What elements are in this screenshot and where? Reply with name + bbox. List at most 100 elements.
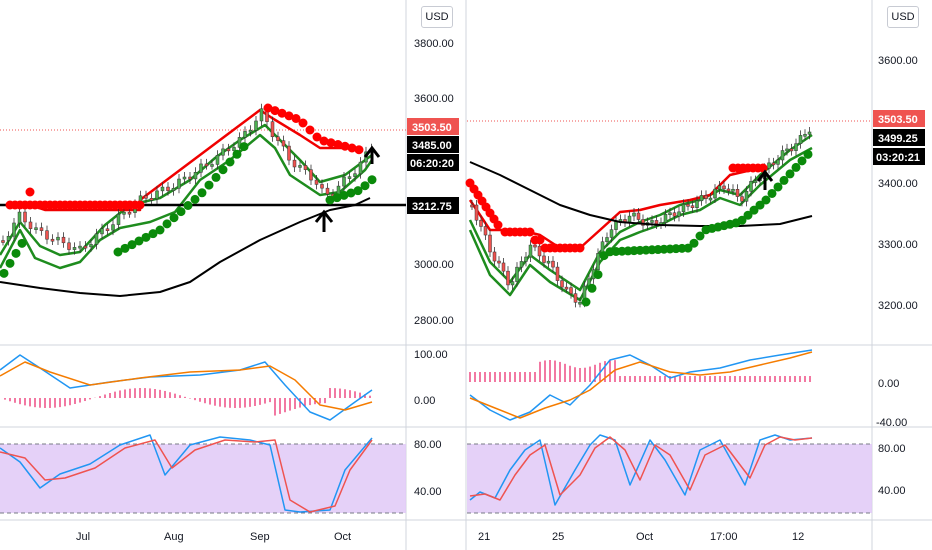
left-candle [78, 245, 82, 249]
left-trail-dot-down [312, 132, 322, 142]
left-candle [127, 211, 132, 215]
right-trail-dot-up [773, 182, 783, 192]
right-candle [641, 219, 645, 226]
left-trail-dot-up [346, 188, 356, 198]
right-candle [537, 245, 542, 257]
left-trail-dot-up [225, 157, 235, 167]
right-trail-dot-up [779, 175, 789, 185]
right-candle [533, 244, 537, 248]
left-candle [210, 164, 214, 167]
right-candle [744, 190, 749, 202]
left-trail-dot-up [127, 240, 137, 250]
left-trail-dot-up [332, 193, 342, 203]
left-time-label: Oct [334, 531, 351, 543]
left-trail-dot-down [326, 138, 336, 148]
left-trail-dot-down [298, 118, 308, 128]
left-countdown-tag: 06:20:20 [407, 154, 459, 171]
left-trail-dot-up [113, 247, 123, 257]
right-price-tick: 3300.00 [878, 239, 918, 251]
right-trail-dot-up [749, 205, 759, 215]
left-trail-dot-up [183, 201, 193, 210]
right-candle [596, 253, 600, 271]
right-candle [771, 162, 776, 166]
right-candle [740, 196, 744, 202]
right-time-label: 21 [478, 531, 490, 543]
right-candle [789, 148, 794, 152]
right-time-label: 25 [552, 531, 564, 543]
left-candle [347, 176, 352, 179]
right-stoch-tick: 80.00 [878, 443, 906, 455]
left-candle [111, 224, 115, 231]
right-candle [713, 188, 717, 199]
right-trail-dot-up [689, 238, 699, 248]
right-candle [510, 281, 515, 286]
right-candle [780, 150, 785, 161]
right-macd-tick: 0.00 [878, 378, 899, 390]
left-candle [303, 165, 308, 170]
right-candle [717, 185, 722, 190]
left-candle [50, 238, 55, 242]
right-currency-button[interactable]: USD [887, 6, 919, 28]
left-trail-dot-up [190, 194, 200, 204]
right-candle [627, 215, 632, 223]
left-trail-dot-down [333, 140, 343, 149]
left-candle [17, 211, 22, 224]
right-price-tick: 3400.00 [878, 178, 918, 190]
left-last-price-tag: 3503.50 [407, 118, 459, 135]
left-candle [353, 173, 357, 177]
left-trail-dot-up [134, 236, 144, 246]
left-price-tick: 3600.00 [414, 93, 454, 105]
left-candle [204, 163, 209, 167]
left-currency-button[interactable]: USD [421, 6, 453, 28]
svg-text:06:20:20: 06:20:20 [410, 158, 454, 170]
left-trail-dot-down [319, 136, 329, 146]
right-candle [663, 214, 668, 223]
left-trail-dot-down [263, 103, 273, 113]
right-candle [731, 189, 735, 192]
right-candle [564, 286, 569, 290]
left-candle [6, 235, 11, 241]
right-candle [722, 185, 726, 190]
left-trail-dot-up [211, 172, 221, 182]
left-trail-dot-down [291, 114, 301, 123]
left-candle [105, 228, 110, 232]
right-candle [636, 212, 641, 220]
right-candle [726, 188, 731, 192]
right-candle [668, 212, 672, 215]
left-moving-average [0, 197, 371, 297]
left-trail-dot-down [354, 145, 364, 155]
right-stoch-d [469, 436, 813, 501]
left-trail-dot-up [367, 175, 377, 185]
svg-text:3499.25: 3499.25 [878, 133, 918, 145]
right-moving-average [469, 161, 813, 227]
right-level-tag: 3499.25 [873, 129, 925, 146]
left-time-label: Jul [76, 531, 90, 543]
left-trail-dot-up [339, 190, 349, 200]
right-candle [767, 162, 771, 169]
right-candle [555, 266, 560, 281]
right-trail-dot-down [575, 243, 585, 253]
left-stoch-tick: 80.00 [414, 439, 442, 451]
right-trail-dot-up [791, 162, 801, 172]
right-candle [560, 280, 564, 288]
right-price-tick: 3600.00 [878, 55, 918, 67]
right-candle [479, 219, 483, 227]
up-arrow-icon [314, 209, 334, 232]
left-candle [122, 211, 126, 215]
right-candle [519, 261, 524, 268]
left-candle [188, 176, 192, 180]
left-candle [276, 136, 280, 141]
left-trail-dot-down [305, 125, 315, 135]
left-trail-dot-up [239, 142, 249, 152]
left-candle [221, 148, 225, 156]
left-candle [237, 137, 242, 148]
right-candle [785, 148, 789, 152]
left-candle [243, 131, 247, 138]
left-stoch-band [0, 444, 406, 513]
right-candle [686, 204, 690, 207]
left-candle [226, 148, 231, 152]
left-candle [94, 233, 99, 245]
left-trail-dot-up [197, 188, 207, 198]
right-macd-line [469, 349, 813, 421]
